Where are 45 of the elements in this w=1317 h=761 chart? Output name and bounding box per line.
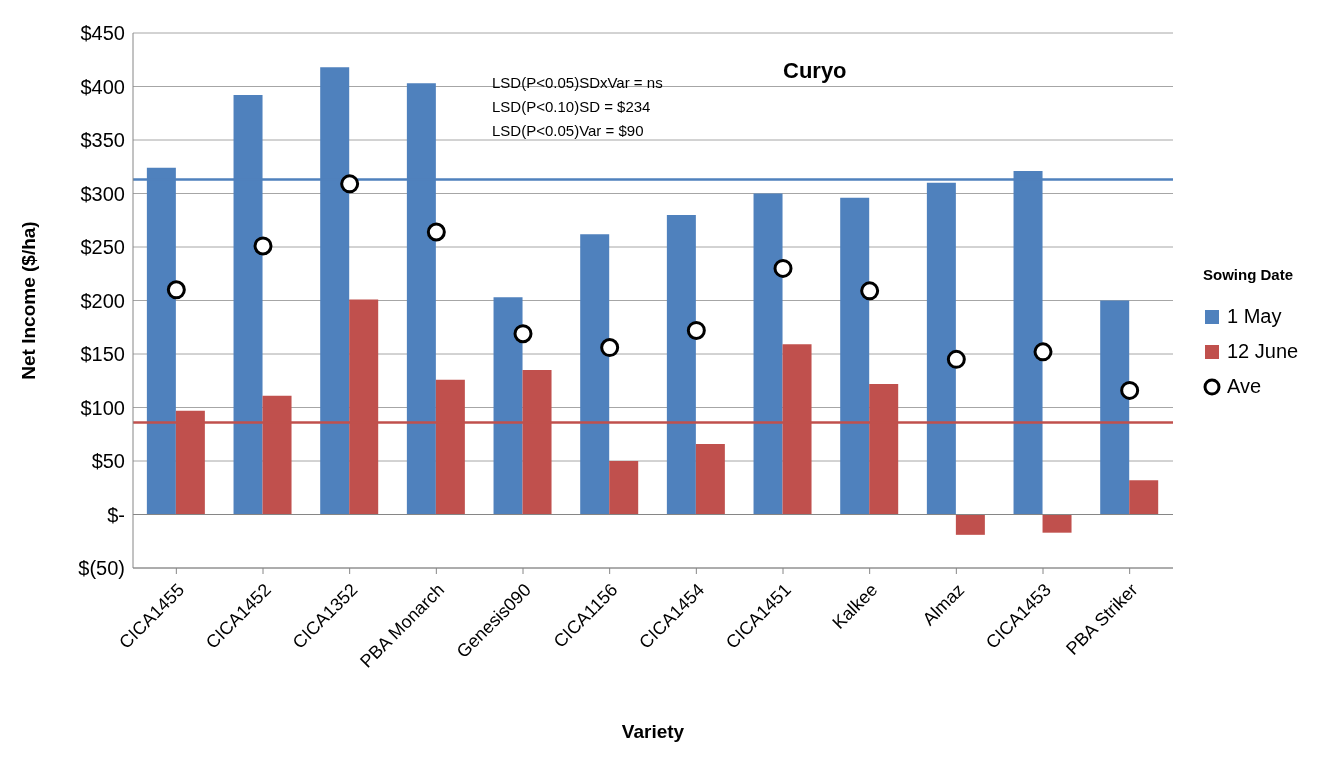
annotation: LSD(P<0.05)Var = $90 — [492, 121, 645, 141]
y-tick-label: $- — [107, 503, 125, 526]
point — [513, 324, 533, 344]
point — [600, 338, 620, 358]
point — [166, 280, 186, 300]
annotation: LSD(P<0.10)SD = $234 — [492, 97, 652, 117]
point — [253, 236, 273, 256]
bar — [493, 297, 523, 515]
point — [1120, 380, 1140, 400]
y-tick-label: $250 — [80, 236, 125, 259]
bar — [580, 234, 610, 515]
y-tick-label: $350 — [80, 129, 125, 152]
y-tick-label: $200 — [80, 289, 125, 312]
bar — [955, 514, 985, 535]
bar — [1042, 514, 1072, 533]
point — [860, 281, 880, 301]
point — [686, 320, 706, 340]
bar — [695, 443, 725, 515]
bar — [666, 214, 696, 515]
point — [773, 258, 793, 278]
bar — [753, 193, 783, 515]
legend-title: Sowing Date — [1203, 266, 1294, 283]
point — [340, 174, 360, 194]
y-tick-label: $150 — [80, 343, 125, 366]
y-tick-label: $450 — [80, 22, 125, 45]
legend-label: Ave — [1227, 375, 1262, 398]
text: Curyo — [783, 58, 847, 84]
bar — [1129, 480, 1159, 515]
point — [946, 349, 966, 369]
legend-label: 12 June — [1227, 340, 1299, 363]
y-axis-title: Net Income ($/ha) — [17, 221, 39, 380]
legend-label: 1 May — [1227, 305, 1282, 328]
y-tick-label: $300 — [80, 182, 125, 205]
y-tick-label: $50 — [91, 450, 125, 473]
point — [1033, 342, 1053, 362]
y-tick-label: $400 — [80, 75, 125, 98]
annotation: LSD(P<0.05)SDxVar = ns — [492, 73, 663, 93]
x-axis-title: Variety — [621, 721, 685, 742]
point — [426, 222, 446, 242]
y-tick-label: $100 — [80, 396, 125, 419]
y-tick-label: $(50) — [78, 557, 125, 580]
bar — [609, 461, 639, 515]
bar — [1100, 300, 1130, 515]
bar — [840, 197, 870, 515]
bar — [926, 182, 956, 515]
